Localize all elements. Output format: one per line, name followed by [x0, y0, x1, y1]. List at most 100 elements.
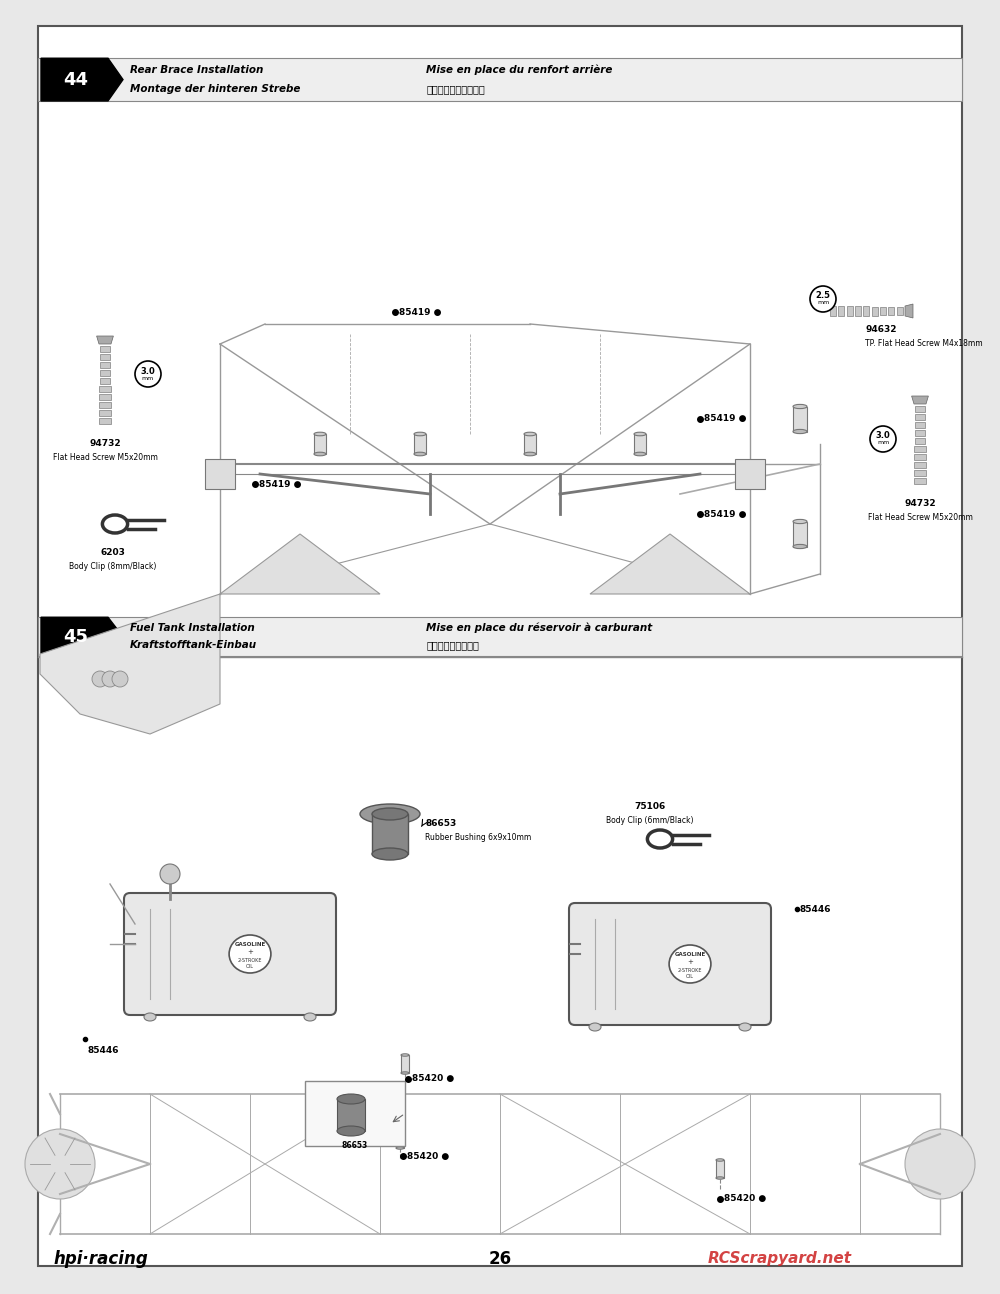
Bar: [716, 1159, 724, 1178]
Bar: [872, 307, 878, 316]
Polygon shape: [40, 594, 220, 734]
Bar: [897, 307, 902, 316]
Text: 26: 26: [488, 1250, 512, 1268]
Bar: [914, 479, 926, 484]
Ellipse shape: [589, 1024, 601, 1031]
Bar: [735, 459, 765, 489]
Text: 86653: 86653: [425, 819, 456, 828]
Text: OIL: OIL: [246, 964, 254, 969]
Text: 85420 ●: 85420 ●: [724, 1194, 766, 1203]
Circle shape: [905, 1128, 975, 1200]
Bar: [915, 431, 925, 436]
Bar: [337, 1099, 365, 1131]
Text: 44: 44: [64, 71, 88, 88]
Text: 85446: 85446: [88, 1046, 120, 1055]
Polygon shape: [590, 534, 750, 594]
Text: リアブレースの取付け: リアブレースの取付け: [426, 84, 485, 94]
Text: 94732: 94732: [904, 499, 936, 509]
Ellipse shape: [376, 810, 404, 818]
Polygon shape: [41, 58, 123, 101]
Ellipse shape: [401, 1071, 409, 1074]
Text: 94632: 94632: [865, 325, 896, 334]
Bar: [396, 1130, 404, 1148]
Bar: [863, 307, 869, 316]
Polygon shape: [97, 336, 113, 344]
Text: Mise en place du réservoir à carburant: Mise en place du réservoir à carburant: [426, 622, 652, 633]
Text: Body Clip (6mm/Black): Body Clip (6mm/Black): [606, 817, 694, 826]
Circle shape: [870, 426, 896, 452]
Ellipse shape: [360, 804, 420, 824]
Ellipse shape: [793, 430, 807, 433]
Text: +: +: [687, 959, 693, 965]
Text: TP. Flat Head Screw M4x18mm: TP. Flat Head Screw M4x18mm: [865, 339, 983, 348]
Bar: [305, 1080, 405, 1146]
Text: 85419 ●: 85419 ●: [704, 414, 746, 423]
Circle shape: [112, 672, 128, 687]
Bar: [99, 402, 111, 408]
Bar: [205, 459, 235, 489]
Ellipse shape: [304, 1013, 316, 1021]
Bar: [38, 617, 962, 656]
Bar: [830, 305, 836, 316]
Text: 3.0: 3.0: [141, 366, 155, 375]
Bar: [880, 307, 886, 316]
Bar: [100, 362, 110, 367]
Bar: [888, 307, 894, 316]
Ellipse shape: [634, 432, 646, 436]
Text: Fuel Tank Installation: Fuel Tank Installation: [130, 624, 255, 633]
Text: GASOLINE: GASOLINE: [674, 951, 706, 956]
Text: Body Clip (8mm/Black): Body Clip (8mm/Black): [69, 562, 157, 571]
Bar: [915, 406, 925, 411]
Bar: [524, 433, 536, 454]
Text: 75106: 75106: [634, 802, 666, 811]
Polygon shape: [905, 304, 913, 318]
Circle shape: [92, 672, 108, 687]
Bar: [914, 471, 926, 476]
Bar: [915, 422, 925, 428]
Ellipse shape: [793, 545, 807, 549]
Ellipse shape: [524, 452, 536, 455]
Ellipse shape: [144, 1013, 156, 1021]
Ellipse shape: [414, 452, 426, 455]
Bar: [414, 433, 426, 454]
Circle shape: [135, 361, 161, 387]
Text: GASOLINE: GASOLINE: [234, 942, 266, 946]
Text: 94732: 94732: [89, 439, 121, 448]
Circle shape: [810, 286, 836, 312]
Text: 2-STROKE: 2-STROKE: [238, 958, 262, 963]
Bar: [100, 355, 110, 360]
Ellipse shape: [716, 1176, 724, 1179]
Bar: [915, 439, 925, 444]
Text: mm: mm: [142, 375, 154, 380]
Bar: [99, 387, 111, 392]
Bar: [314, 433, 326, 454]
Bar: [838, 307, 844, 316]
Circle shape: [102, 672, 118, 687]
Circle shape: [25, 1128, 95, 1200]
Text: 85419 ●: 85419 ●: [399, 308, 442, 317]
Bar: [634, 433, 646, 454]
FancyBboxPatch shape: [124, 893, 336, 1014]
Bar: [372, 814, 408, 854]
Text: 85419 ●: 85419 ●: [259, 480, 302, 489]
Ellipse shape: [634, 452, 646, 455]
Text: OIL: OIL: [686, 974, 694, 980]
Text: 燃料タンクの取付け: 燃料タンクの取付け: [426, 641, 479, 650]
Text: 3.0: 3.0: [876, 431, 890, 440]
Ellipse shape: [716, 1159, 724, 1161]
Bar: [793, 521, 807, 546]
Text: Rear Brace Installation: Rear Brace Installation: [130, 65, 263, 75]
Bar: [914, 462, 926, 468]
Text: 86653: 86653: [342, 1141, 368, 1150]
Ellipse shape: [337, 1126, 365, 1136]
Bar: [99, 395, 111, 400]
Bar: [99, 410, 111, 415]
Bar: [100, 370, 110, 377]
Bar: [38, 58, 962, 101]
Text: 85420 ●: 85420 ●: [407, 1152, 449, 1161]
Ellipse shape: [793, 405, 807, 409]
Ellipse shape: [396, 1128, 404, 1131]
FancyBboxPatch shape: [569, 903, 771, 1025]
Ellipse shape: [524, 432, 536, 436]
Circle shape: [160, 864, 180, 884]
